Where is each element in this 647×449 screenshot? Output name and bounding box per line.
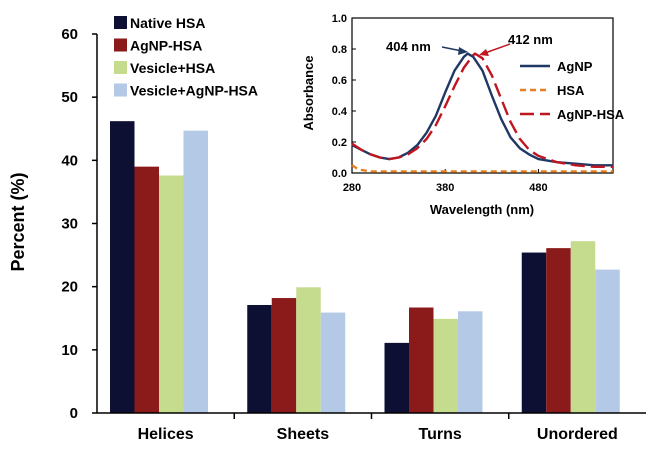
bar-unordered-native-hsa [521,252,547,413]
bar-sheets-vesicle-hsa [296,287,321,413]
bar-sheets-agnp-hsa [271,298,297,413]
inset-y-tick-label: 0.6 [332,75,347,87]
inset-legend-label-agnp-hsa: AgNP-HSA [557,107,625,122]
legend-swatch-native-hsa [114,16,127,29]
legend-label-vesicle-hsa: Vesicle+HSA [130,60,215,76]
legend-swatch-vesicle-agnp-hsa [114,83,127,97]
annotation-412nm: 412 nm [508,32,553,47]
inset-y-tick-label: 1.0 [332,13,347,25]
inset-y-tick-label: 0.4 [332,106,348,118]
main-y-tick-label: 50 [61,89,78,106]
bar-unordered-agnp-hsa [546,248,571,413]
inset-y-axis-label: Absorbance [301,55,316,130]
x-category-label: Turns [418,426,461,443]
inset-x-ticks: 280 380 480 [343,169,548,194]
main-y-tick-label: 60 [61,26,78,43]
legend-label-vesicle-agnp-hsa: Vesicle+AgNP-HSA [130,83,258,99]
bar-sheets-vesicle-agnp-hsa [320,312,346,413]
main-y-axis-label: Percent (%) [8,172,28,271]
legend-swatch-vesicle-hsa [114,61,127,74]
legend-swatch-agnp-hsa [114,38,127,52]
inset-line-agnp-hsa [351,52,613,169]
inset-line-hsa [351,164,613,173]
main-y-ticks: 0 10 20 30 40 50 60 [61,26,97,422]
inset-legend-label-hsa: HSA [557,83,585,98]
bar-turns-agnp-hsa [409,307,434,413]
x-category-label: Sheets [277,426,330,443]
main-y-tick-label: 30 [61,216,78,233]
annotation-404nm: 404 nm [386,39,431,54]
main-chart: 0 10 20 30 40 50 60 Helices Sheets Turns Unordere… [8,15,646,443]
bar-helices-native-hsa [110,121,135,414]
inset-y-ticks: 0.0 0.2 0.4 0.6 0.8 1.0 [332,13,356,180]
main-y-tick-label: 20 [61,279,78,296]
inset-y-tick-label: 0.2 [332,137,347,149]
main-y-tick-label: 10 [61,342,78,359]
inset-y-tick-label: 0.0 [332,168,347,180]
inset-plot-frame [351,17,614,174]
inset-y-tick-label: 0.8 [332,44,347,56]
inset-x-tick-label: 480 [529,182,547,194]
bar-helices-vesicle-hsa [159,175,184,413]
bar-turns-native-hsa [384,342,409,413]
legend-label-agnp-hsa: AgNP-HSA [130,38,202,54]
inset-chart: 0.00.20.40.60.81.0 280 380 480 Absorbance … [301,13,625,217]
annotation-412nm-arrow [484,43,511,54]
inset-x-tick-label: 280 [343,182,361,194]
inset-legend-label-agnp: AgNP [557,59,593,74]
bar-helices-agnp-hsa [134,166,159,413]
bar-unordered-vesicle-agnp-hsa [595,269,620,413]
legend-label-native-hsa: Native HSA [130,15,205,31]
inset-lines [351,52,613,173]
annotation-404nm-arrowhead [458,47,468,55]
x-category-label: Unordered [537,426,618,443]
bar-turns-vesicle-hsa [433,318,458,413]
bar-sheets-native-hsa [247,304,272,413]
inset-x-axis-label: Wavelength (nm) [430,202,534,217]
annotation-412nm-arrowhead [479,49,489,56]
inset-x-tick-label: 380 [436,182,454,194]
main-x-categories: Helices Sheets Turns Unordered [138,413,618,443]
main-bars [110,121,620,414]
bar-unordered-vesicle-hsa [570,241,596,413]
bar-turns-vesicle-agnp-hsa [458,311,483,413]
bar-helices-vesicle-agnp-hsa [183,130,208,413]
main-y-tick-label: 40 [61,152,78,169]
x-category-label: Helices [138,426,194,443]
inset-legend: AgNP HSA AgNP-HSA [520,59,625,122]
main-legend: Native HSA AgNP-HSA Vesicle+HSA Vesicle+AgN… [114,15,258,99]
main-y-tick-label: 0 [70,405,78,422]
